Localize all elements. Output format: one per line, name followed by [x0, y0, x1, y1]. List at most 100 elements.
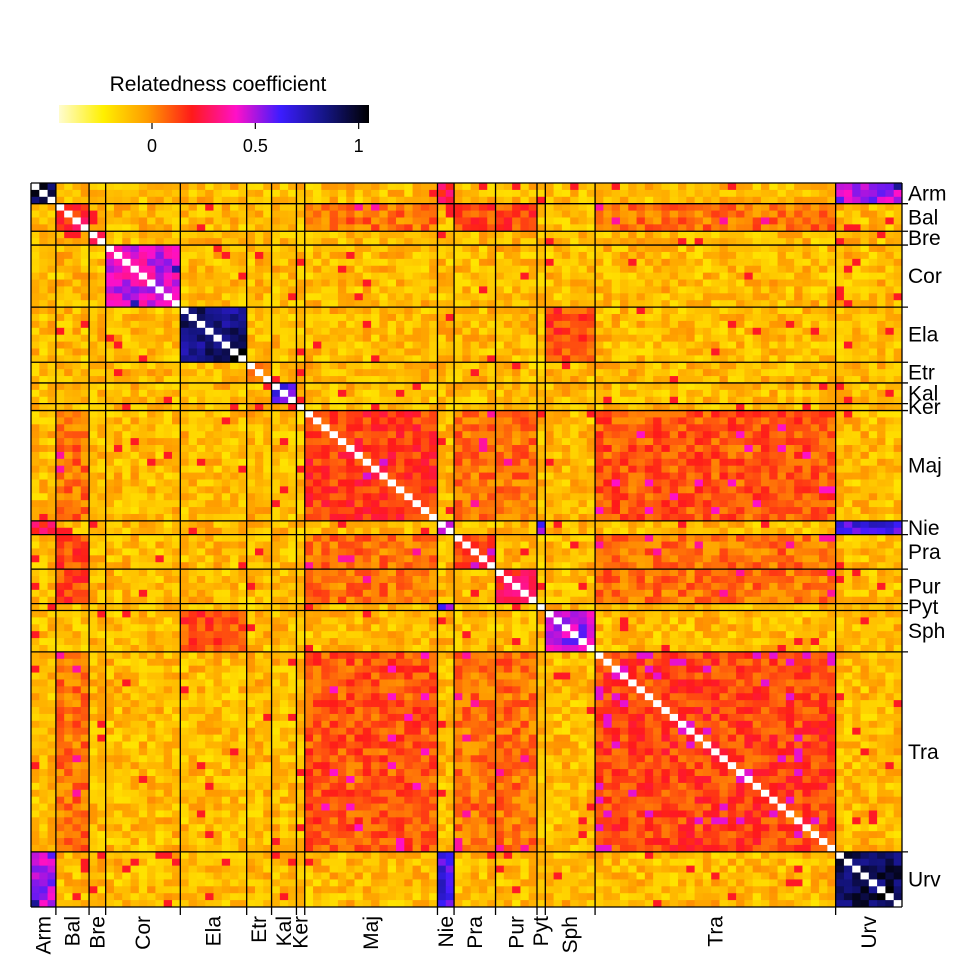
heatmap-cell [637, 211, 646, 218]
heatmap-cell [877, 486, 886, 493]
heatmap-cell [778, 500, 787, 507]
heatmap-cell [869, 197, 878, 204]
heatmap-cell [122, 369, 131, 376]
heatmap-cell [545, 355, 554, 362]
heatmap-cell [122, 362, 131, 369]
heatmap-cell [296, 204, 305, 211]
heatmap-cell [247, 190, 256, 197]
heatmap-cell [56, 397, 65, 404]
heatmap-cell [56, 183, 65, 190]
heatmap-cell [180, 280, 189, 287]
heatmap-cell [48, 266, 57, 273]
heatmap-cell [802, 362, 811, 369]
heatmap-cell [512, 286, 521, 293]
heatmap-cell [603, 211, 612, 218]
heatmap-cell [313, 486, 322, 493]
heatmap-cell [421, 280, 430, 287]
heatmap-cell [346, 259, 355, 266]
heatmap-cell [778, 411, 787, 418]
heatmap-cell [520, 466, 529, 473]
heatmap-cell [695, 238, 704, 245]
heatmap-cell [164, 493, 173, 500]
heatmap-cell [802, 493, 811, 500]
heatmap-cell [603, 362, 612, 369]
heatmap-cell [595, 204, 604, 211]
heatmap-cell [255, 348, 264, 355]
heatmap-cell [97, 204, 106, 211]
heatmap-cell [321, 204, 330, 211]
heatmap-cell [114, 383, 123, 390]
heatmap-cell [761, 321, 770, 328]
heatmap-cell [603, 245, 612, 252]
heatmap-cell [247, 355, 256, 362]
heatmap-cell [628, 321, 637, 328]
heatmap-cell [529, 473, 538, 480]
heatmap-cell [520, 431, 529, 438]
heatmap-cell [736, 452, 745, 459]
heatmap-cell [869, 480, 878, 487]
heatmap-cell [313, 335, 322, 342]
heatmap-cell [48, 204, 57, 211]
heatmap-cell [164, 369, 173, 376]
heatmap-cell [487, 390, 496, 397]
heatmap-cell [612, 259, 621, 266]
heatmap-cell [578, 252, 587, 259]
heatmap-cell [413, 452, 422, 459]
heatmap-cell [189, 280, 198, 287]
heatmap-cell [504, 466, 513, 473]
heatmap-cell [844, 486, 853, 493]
heatmap-cell [620, 473, 629, 480]
heatmap-cell [39, 314, 48, 321]
heatmap-cell [778, 217, 787, 224]
heatmap-cell [462, 397, 471, 404]
heatmap-cell [197, 335, 206, 342]
heatmap-cell [802, 466, 811, 473]
heatmap-cell [637, 238, 646, 245]
heatmap-cell [355, 342, 364, 349]
heatmap-cell [379, 224, 388, 231]
heatmap-cell [753, 245, 762, 252]
heatmap-cell [330, 259, 339, 266]
heatmap-cell [661, 493, 670, 500]
heatmap-cell [222, 183, 231, 190]
heatmap-cell [429, 383, 438, 390]
heatmap-cell [645, 500, 654, 507]
heatmap-cell [371, 321, 380, 328]
heatmap-cell [496, 445, 505, 452]
heatmap-cell [462, 335, 471, 342]
heatmap-cell [263, 500, 272, 507]
heatmap-cell [819, 411, 828, 418]
heatmap-cell [836, 328, 845, 335]
heatmap-cell [97, 452, 106, 459]
heatmap-cell [64, 217, 73, 224]
heatmap-cell [346, 280, 355, 287]
heatmap-cell [877, 424, 886, 431]
heatmap-cell [612, 355, 621, 362]
heatmap-cell [628, 376, 637, 383]
heatmap-cell [894, 459, 903, 466]
heatmap-cell [346, 411, 355, 418]
heatmap-cell [487, 376, 496, 383]
heatmap-cell [595, 293, 604, 300]
heatmap-cell [595, 197, 604, 204]
heatmap-cell [48, 445, 57, 452]
heatmap-cell [371, 197, 380, 204]
heatmap-cell [89, 321, 98, 328]
heatmap-cell [396, 459, 405, 466]
heatmap-cell [612, 335, 621, 342]
heatmap-cell [728, 190, 737, 197]
heatmap-cell [885, 245, 894, 252]
heatmap-cell [711, 300, 720, 307]
heatmap-cell [885, 238, 894, 245]
heatmap-cell [603, 355, 612, 362]
heatmap-cell [769, 300, 778, 307]
heatmap-cell [247, 424, 256, 431]
heatmap-cell [885, 500, 894, 507]
heatmap-cell [736, 348, 745, 355]
heatmap-cell [230, 252, 239, 259]
heatmap-cell [330, 500, 339, 507]
heatmap-cell [56, 424, 65, 431]
heatmap-cell [786, 183, 795, 190]
heatmap-cell [462, 486, 471, 493]
heatmap-cell [139, 217, 148, 224]
